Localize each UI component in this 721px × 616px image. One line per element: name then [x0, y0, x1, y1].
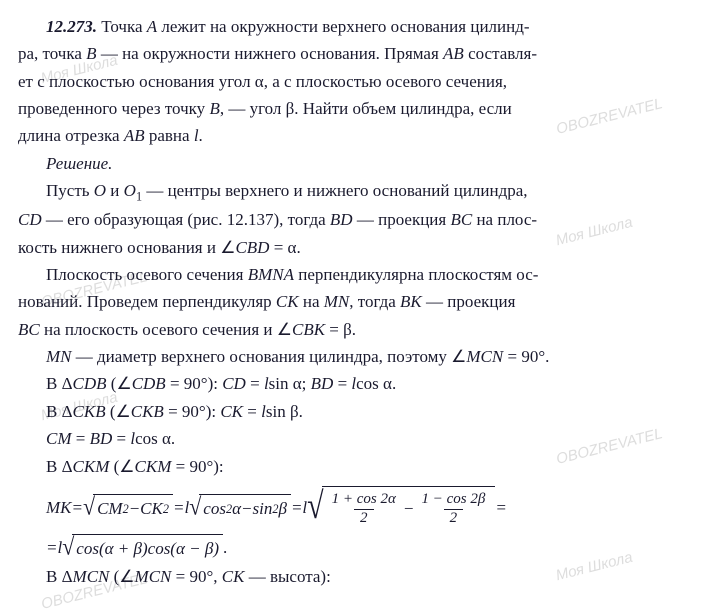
problem-line3: ет с плоскостью основания угол α, а с пл…	[18, 69, 703, 95]
solution-p12: В ΔMCN (∠MCN = 90°, CK — высота):	[18, 564, 703, 590]
formula-mk-line2: = l √ cos(α + β)cos(α − β) .	[46, 534, 703, 562]
sqrt-1: √ CM2 − CK2	[83, 494, 173, 522]
solution-p4: Плоскость осевого сечения BMNA перпендик…	[18, 262, 703, 288]
sqrt-3: √ 1 + cos 2α 2 − 1 − cos 2β 2	[307, 486, 495, 530]
solution-p6: BC на плоскость осевого сечения и ∠CBK =…	[18, 317, 703, 343]
solution-heading: Решение.	[18, 151, 703, 177]
problem-line2: ра, точка B — на окружности нижнего осно…	[18, 41, 703, 67]
solution-p5: нований. Проведем перпендикуляр CK на MN…	[18, 289, 703, 315]
solution-p2: CD — его образующая (рис. 12.137), тогда…	[18, 207, 703, 233]
solution-p10: CM = BD = lcos α.	[18, 426, 703, 452]
solution-p7: MN — диаметр верхнего основания цилиндра…	[18, 344, 703, 370]
sqrt-4: √ cos(α + β)cos(α − β)	[62, 534, 223, 562]
solution-p8: В ΔCDB (∠CDB = 90°): CD = lsin α; BD = l…	[18, 371, 703, 397]
problem-line4: проведенного через точку B, — угол β. На…	[18, 96, 703, 122]
solution-p1: Пусть O и O1 — центры верхнего и нижнего…	[18, 178, 703, 206]
problem-statement: 12.273. Точка A лежит на окружности верх…	[18, 14, 703, 40]
solution-p11: В ΔCKM (∠CKM = 90°):	[18, 454, 703, 480]
frac-1: 1 + cos 2α 2	[329, 492, 399, 527]
problem-number: 12.273.	[46, 17, 97, 36]
solution-p3: кость нижнего основания и ∠CBD = α.	[18, 235, 703, 261]
formula-mk: MK = √ CM2 − CK2 = l √ cos2 α − sin2 β =…	[46, 486, 703, 530]
sqrt-2: √ cos2 α − sin2 β	[189, 494, 291, 522]
solution-p9: В ΔCKB (∠CKB = 90°): CK = lsin β.	[18, 399, 703, 425]
frac-2: 1 − cos 2β 2	[418, 492, 488, 527]
problem-line5: длина отрезка AB равна l.	[18, 123, 703, 149]
